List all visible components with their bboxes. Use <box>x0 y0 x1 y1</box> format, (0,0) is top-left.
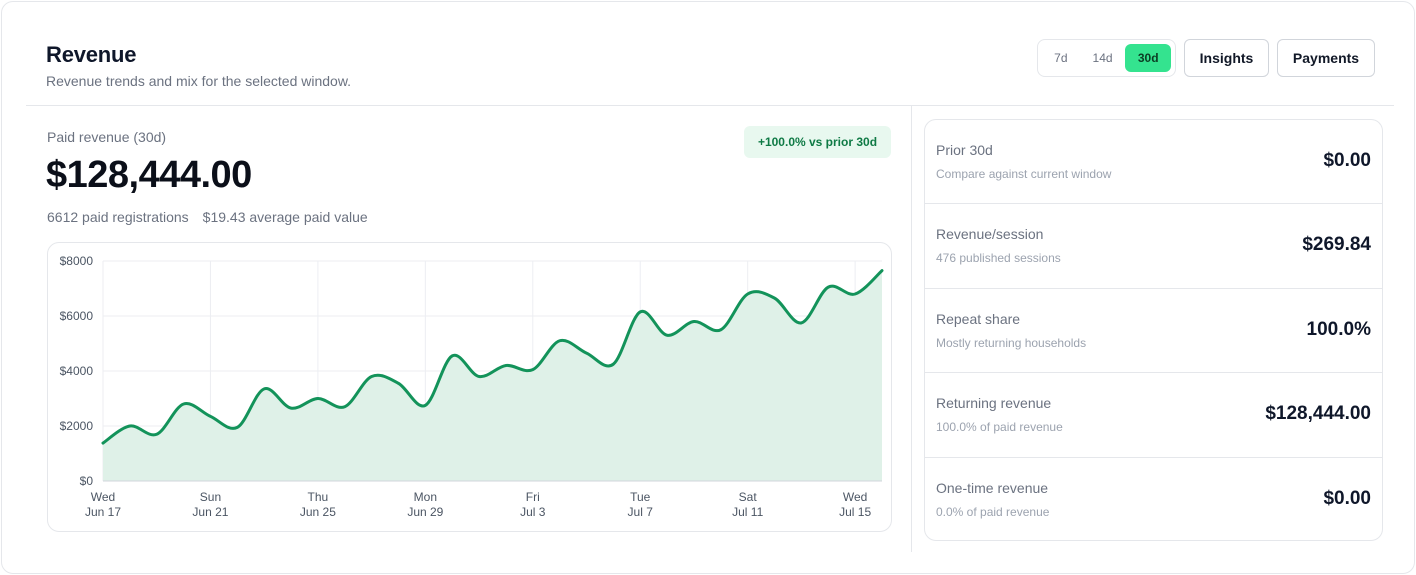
y-tick-label: $8000 <box>60 254 94 268</box>
metric-row-prior: Prior 30d Compare against current window… <box>925 120 1382 205</box>
revenue-line <box>101 269 884 445</box>
x-tick-label-date: Jun 21 <box>192 505 228 519</box>
range-30d-button[interactable]: 30d <box>1125 44 1172 72</box>
data-point <box>503 363 509 369</box>
x-tick-label-date: Jun 25 <box>300 505 336 519</box>
y-tick-label: $4000 <box>60 364 94 378</box>
metric-row-label: One-time revenue <box>936 479 1049 496</box>
x-tick-label-date: Jun 29 <box>407 505 443 519</box>
data-point <box>288 405 294 411</box>
data-point <box>369 374 375 380</box>
paid-revenue-label: Paid revenue (30d) <box>47 129 167 145</box>
x-tick-label-date: Jul 15 <box>839 505 871 519</box>
column-divider <box>911 106 912 552</box>
metric-row-desc: Mostly returning households <box>936 335 1087 350</box>
data-point <box>745 291 751 297</box>
payments-button[interactable]: Payments <box>1277 39 1375 77</box>
x-tick-label-day: Sun <box>200 490 221 504</box>
data-point <box>100 440 106 446</box>
revenue-chart: $0 $2000 $4000 $6000 $8000 Wed Jun 17 Sun Jun 21… <box>47 242 892 532</box>
paid-revenue-value: $128,444.00 <box>46 154 252 196</box>
x-tick-label-date: Jul 11 <box>732 505 763 519</box>
data-point <box>181 401 187 407</box>
data-point <box>422 402 428 408</box>
data-point <box>395 380 401 386</box>
metric-row-revenue-session: Revenue/session 476 published sessions $… <box>925 204 1382 289</box>
metric-row-label: Repeat share <box>936 310 1021 327</box>
x-tick-label-day: Tue <box>630 490 651 504</box>
metric-row-desc: 0.0% of paid revenue <box>936 504 1050 519</box>
data-point <box>718 327 724 333</box>
data-point <box>261 386 267 392</box>
x-tick-label-date: Jun 17 <box>85 505 121 519</box>
x-tick-label-day: Thu <box>308 490 329 504</box>
x-tick-label-day: Sat <box>739 490 758 504</box>
revenue-area-fill <box>103 270 882 481</box>
x-tick-label-date: Jul 7 <box>628 505 654 519</box>
metric-row-value: $0.00 <box>1323 150 1371 171</box>
y-tick-label: $2000 <box>60 419 94 433</box>
insights-button[interactable]: Insights <box>1184 39 1269 77</box>
header-divider <box>26 105 1394 106</box>
data-point <box>798 320 804 326</box>
metric-row-returning-revenue: Returning revenue 100.0% of paid revenue… <box>925 373 1382 458</box>
metric-row-label: Returning revenue <box>936 395 1052 412</box>
x-tick-label-day: Mon <box>414 490 437 504</box>
data-point <box>342 404 348 410</box>
metric-row-value: $269.84 <box>1302 234 1371 256</box>
metric-row-label: Prior 30d <box>936 142 993 158</box>
metric-row-repeat-share: Repeat share Mostly returning households… <box>925 289 1382 374</box>
x-tick-label-day: Fri <box>526 490 540 504</box>
metric-row-desc: Compare against current window <box>936 167 1112 181</box>
data-point <box>557 338 563 344</box>
data-point <box>772 295 778 301</box>
data-point <box>664 332 670 338</box>
x-tick-label-day: Wed <box>91 490 115 504</box>
page-title: Revenue <box>46 42 137 67</box>
data-point <box>207 413 213 419</box>
metric-row-value: $0.00 <box>1323 487 1371 509</box>
page-subtitle: Revenue trends and mix for the selected … <box>46 73 352 89</box>
x-tick-label-date: Jul 3 <box>520 505 546 519</box>
data-point <box>852 291 858 297</box>
data-point <box>530 367 536 373</box>
metrics-panel: Prior 30d Compare against current window… <box>924 119 1383 541</box>
x-tick-label-day: Wed <box>843 490 867 504</box>
range-7d-button[interactable]: 7d <box>1054 51 1068 65</box>
data-point <box>234 424 240 430</box>
data-point <box>610 361 616 367</box>
data-point <box>825 284 831 290</box>
average-paid-value: $19.43 average paid value <box>202 209 368 225</box>
data-point <box>691 319 697 325</box>
data-point <box>637 309 643 315</box>
paid-revenue-details: 6612 paid registrations $19.43 average pa… <box>47 209 368 225</box>
range-14d-button[interactable]: 14d <box>1092 51 1113 65</box>
data-point <box>127 423 133 429</box>
data-point <box>449 353 455 359</box>
y-tick-label: $6000 <box>60 309 94 323</box>
metric-row-desc: 100.0% of paid revenue <box>936 420 1063 435</box>
metric-row-one-time-revenue: One-time revenue 0.0% of paid revenue $0… <box>925 458 1382 540</box>
data-point <box>879 268 885 274</box>
metric-row-desc: 476 published sessions <box>936 251 1061 266</box>
y-tick-label: $0 <box>80 474 94 488</box>
data-point <box>315 396 321 402</box>
delta-badge: +100.0% vs prior 30d <box>744 126 891 158</box>
data-point <box>154 431 160 437</box>
data-point <box>584 350 590 356</box>
metric-row-label: Revenue/session <box>936 226 1044 243</box>
range-selector: 7d 14d 30d <box>1037 39 1176 77</box>
metric-row-value: $128,444.00 <box>1265 403 1371 425</box>
data-point <box>476 374 482 380</box>
metric-row-value: 100.0% <box>1306 318 1371 340</box>
paid-registrations: 6612 paid registrations <box>47 209 189 225</box>
